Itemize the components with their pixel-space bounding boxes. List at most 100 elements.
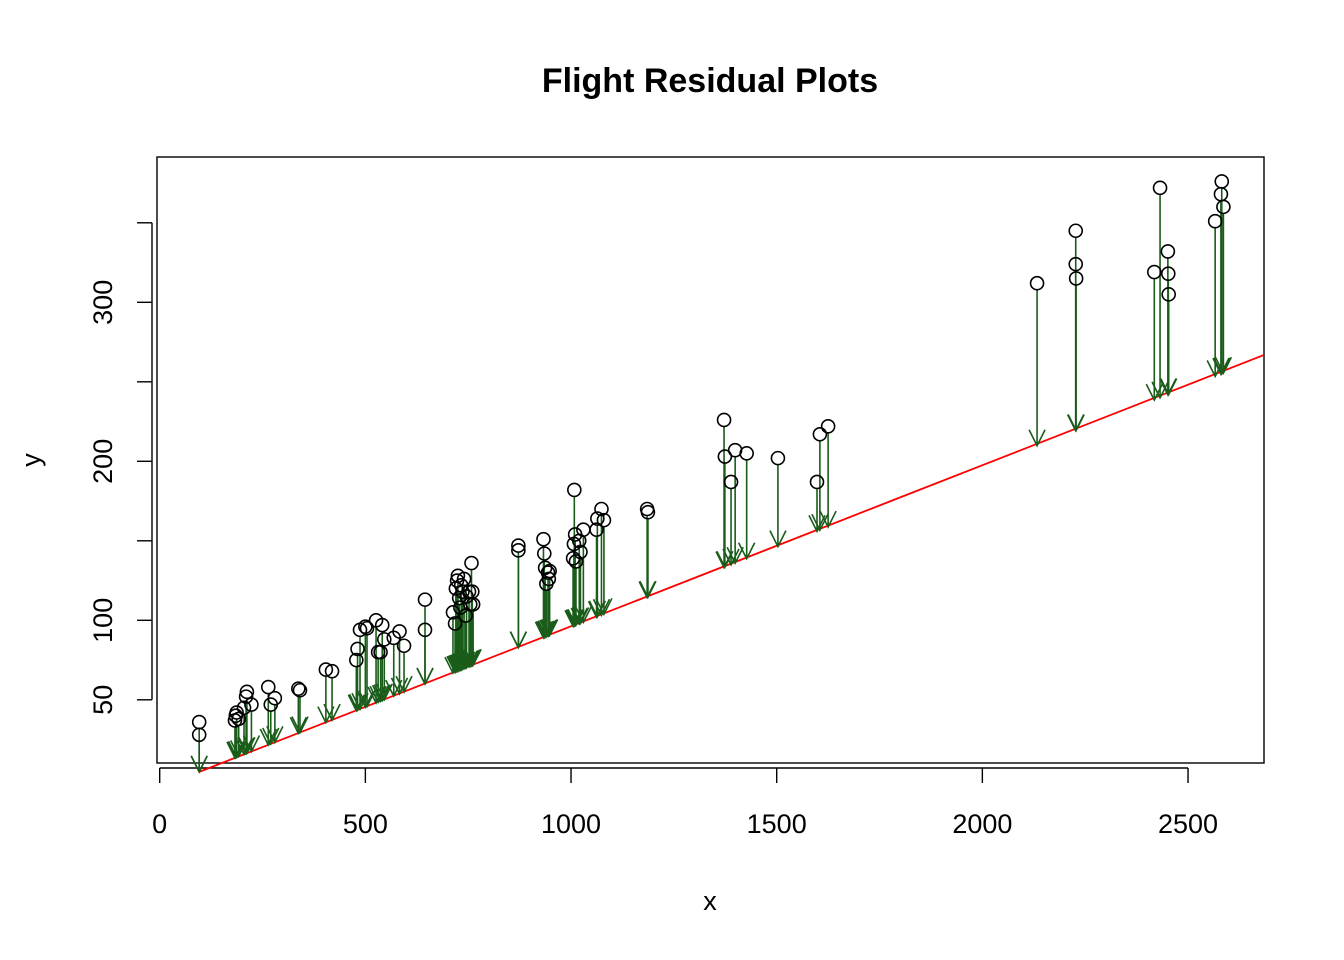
data-point xyxy=(1161,287,1176,302)
data-point xyxy=(267,690,283,706)
data-point xyxy=(541,571,557,587)
residual-arrow xyxy=(373,631,391,703)
data-point xyxy=(417,622,433,638)
data-point xyxy=(1207,213,1223,229)
residual-arrow xyxy=(726,456,744,566)
residual-arrow xyxy=(1159,300,1178,397)
residual-arrow xyxy=(291,696,309,735)
data-point xyxy=(1029,275,1045,291)
residual-arrow xyxy=(323,677,341,722)
data-point xyxy=(447,616,463,631)
data-point xyxy=(536,546,552,561)
x-axis-label: x xyxy=(703,886,717,916)
x-tick-label: 0 xyxy=(152,809,167,839)
data-point xyxy=(238,689,254,704)
residual-arrow xyxy=(722,487,740,567)
y-axis: 50 100 200 300 xyxy=(88,222,153,715)
data-point xyxy=(464,555,479,571)
residual-arrow xyxy=(289,694,308,736)
data-point xyxy=(318,662,334,677)
x-tick-label: 2000 xyxy=(952,809,1012,839)
chart-title: Flight Residual Plots xyxy=(542,62,878,100)
y-tick-label: 100 xyxy=(88,598,118,643)
residual-arrow xyxy=(1214,212,1233,375)
residual-arrow xyxy=(262,710,280,746)
residual-arrow xyxy=(242,710,261,754)
data-point xyxy=(589,522,604,537)
data-point xyxy=(374,617,390,633)
data-point xyxy=(417,592,433,607)
data-point xyxy=(324,663,340,679)
data-points xyxy=(191,174,1231,743)
data-point xyxy=(456,571,472,587)
data-point xyxy=(723,474,739,490)
data-point xyxy=(229,705,244,720)
data-point xyxy=(396,638,412,654)
data-point xyxy=(567,482,582,498)
residual-arrow xyxy=(356,632,375,709)
data-point xyxy=(191,714,207,730)
data-point xyxy=(1068,271,1084,286)
x-axis: 0 500 1000 1500 2000 2500 xyxy=(152,767,1218,839)
x-tick-label: 1500 xyxy=(747,809,807,839)
data-point xyxy=(640,504,656,520)
data-point xyxy=(1152,180,1168,196)
y-axis-label: y xyxy=(16,453,46,467)
data-point xyxy=(260,679,276,695)
x-tick-label: 1000 xyxy=(541,809,601,839)
residual-arrow xyxy=(639,518,657,599)
data-point xyxy=(716,412,732,428)
residual-arrow xyxy=(1028,289,1046,448)
data-point xyxy=(511,543,526,558)
data-point xyxy=(568,554,584,569)
data-point xyxy=(573,544,588,560)
residual-arrow xyxy=(737,459,756,561)
data-point xyxy=(1214,174,1230,189)
data-point xyxy=(536,531,551,547)
residual-arrow xyxy=(1067,284,1085,433)
data-point xyxy=(392,624,407,639)
residual-arrow xyxy=(769,464,787,549)
data-point xyxy=(239,684,255,700)
data-point xyxy=(739,446,754,461)
data-point xyxy=(465,597,481,612)
residual-arrow xyxy=(509,551,528,650)
y-tick-label: 300 xyxy=(88,280,118,325)
data-point xyxy=(291,681,306,696)
data-point xyxy=(511,538,526,553)
data-point xyxy=(349,652,364,668)
data-point xyxy=(1216,199,1231,215)
residual-arrow xyxy=(592,515,611,618)
data-point xyxy=(359,620,375,636)
data-point xyxy=(1068,256,1084,272)
data-point xyxy=(809,474,825,490)
data-point xyxy=(594,501,609,517)
data-point xyxy=(542,563,557,579)
data-point xyxy=(376,632,392,647)
data-point xyxy=(812,426,828,442)
data-point xyxy=(358,619,373,634)
data-point xyxy=(292,682,308,698)
data-point xyxy=(820,419,836,434)
data-point xyxy=(1213,186,1229,202)
plot-area xyxy=(156,156,1265,764)
data-point xyxy=(1068,223,1084,239)
residual-arrow xyxy=(464,610,482,668)
data-point xyxy=(244,697,259,712)
data-point xyxy=(350,641,365,657)
data-point xyxy=(596,512,612,528)
data-point xyxy=(540,565,556,580)
residual-arrow xyxy=(540,577,559,638)
data-point xyxy=(590,511,605,526)
residual-arrow xyxy=(395,651,413,694)
residual-arrow xyxy=(416,635,434,686)
data-point xyxy=(1146,264,1162,280)
residual-arrow xyxy=(811,440,829,533)
residual-arrow xyxy=(190,728,208,774)
residual-arrow xyxy=(819,432,837,529)
data-point xyxy=(1160,244,1176,259)
data-point xyxy=(236,700,252,716)
y-tick-label: 200 xyxy=(88,439,118,484)
residual-arrow xyxy=(595,526,613,617)
